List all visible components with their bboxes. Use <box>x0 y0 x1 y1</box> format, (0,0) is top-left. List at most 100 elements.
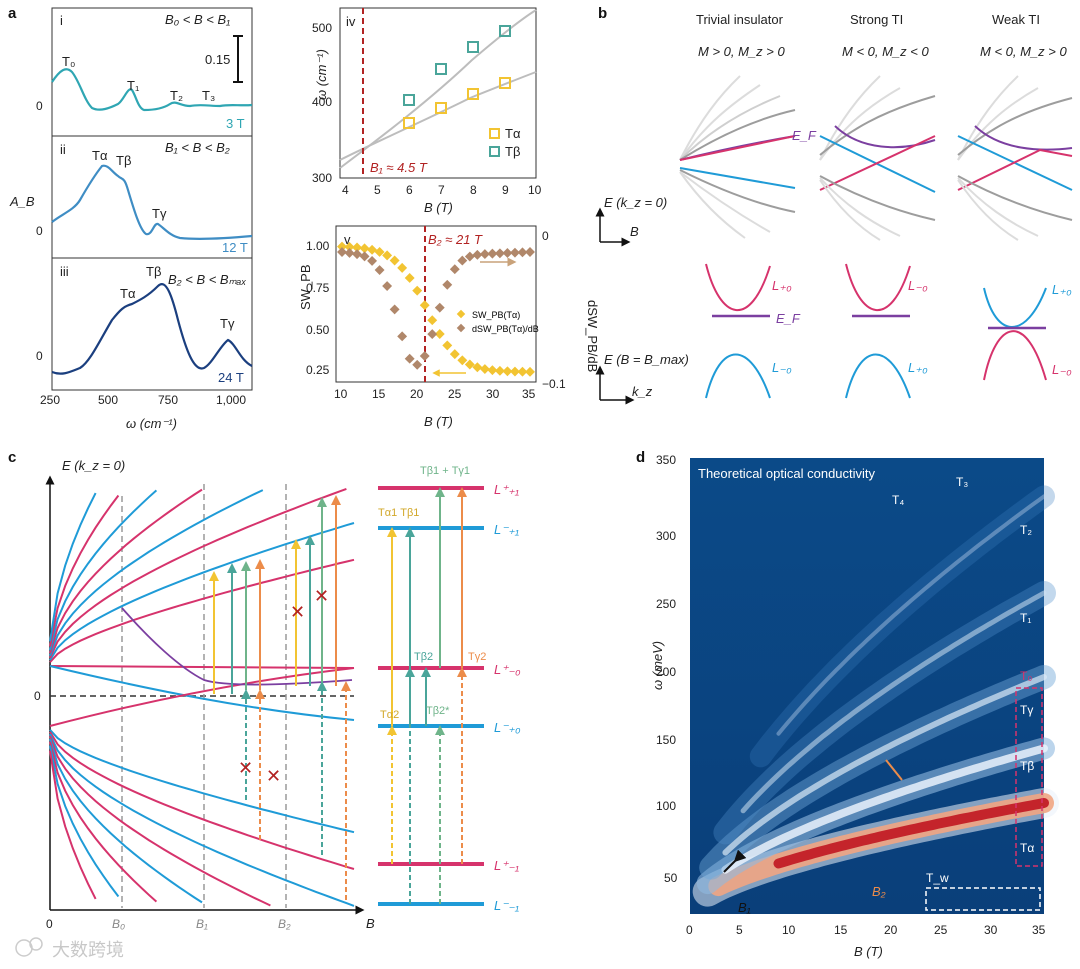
landau-level-line <box>49 667 355 727</box>
roman-iv: iv <box>346 14 356 29</box>
conductivity-band <box>722 674 1047 856</box>
sw-point <box>464 359 475 370</box>
dsw-point <box>419 351 430 361</box>
b-trivial-EF: E_F <box>776 311 801 326</box>
sw-point <box>412 285 423 296</box>
iv-annotation: B₁ ≈ 4.5 T <box>370 160 428 175</box>
level-L-1minus: L⁻₋₁ <box>494 898 519 913</box>
b-strong-Lplus: L₊₀ <box>908 360 928 375</box>
peak-T3: T₃ <box>202 88 215 103</box>
iv-xlabel: B (T) <box>424 200 453 215</box>
dsw-point <box>404 353 415 364</box>
panel-c-landau-fan <box>49 487 355 907</box>
level-L+1plus: L⁺₊₁ <box>494 482 519 497</box>
iv-tb-point <box>467 41 479 53</box>
field-12T: 12 T <box>222 240 248 255</box>
c-xtick-0: 0 <box>46 917 53 931</box>
d-xlabel: B (T) <box>854 944 883 959</box>
d-ytick-250: 250 <box>656 597 676 611</box>
iv-xtick-5: 5 <box>374 183 381 197</box>
v-xtick-10: 10 <box>334 387 348 401</box>
d-label-T1: T₁ <box>1020 611 1031 625</box>
level-L+0minus: L⁻₊₀ <box>494 720 521 735</box>
landau-level-line <box>49 745 120 898</box>
sw-point <box>389 255 400 266</box>
d-xtick-5: 5 <box>736 923 743 937</box>
panel-b-weak-dispersion: L₊₀ L₋₀ <box>983 282 1072 381</box>
panel-c-axes: E (k_z = 0) B 0 0 B₀ B₁ B₂ <box>34 458 375 931</box>
landau-level-line <box>49 733 355 907</box>
roman-v: v <box>344 232 351 247</box>
dsw-point <box>434 302 445 313</box>
forbidden-cross: ✕ <box>238 758 253 778</box>
dsw-point <box>449 264 460 275</box>
legend-tb-swatch <box>489 146 500 157</box>
v-y2label: dSW_PB/dB <box>585 300 600 372</box>
sw-point <box>374 247 385 257</box>
dsw-point <box>389 304 400 315</box>
ylabel-AB: A_B <box>9 194 35 209</box>
roman-ii: ii <box>60 142 66 157</box>
dsw-point <box>525 247 535 257</box>
xtick-500: 500 <box>98 393 118 407</box>
d-ytick-350: 350 <box>656 453 676 467</box>
subpanel-i: i B₀ < B < B₁ 0.15 T₀ T₁ T₂ T₃ 3 T 0 <box>36 7 253 137</box>
iv-tb-point <box>403 94 415 106</box>
iv-xtick-7: 7 <box>438 183 445 197</box>
v-ytick-075: 0.75 <box>306 281 330 295</box>
landau-level-line <box>49 741 158 903</box>
condition-ii: B₁ < B < B₂ <box>165 140 230 155</box>
dsw-point <box>412 359 423 370</box>
xtick-750: 750 <box>158 393 178 407</box>
landau-level-line <box>49 522 355 661</box>
peak-T0: T₀ <box>62 54 75 69</box>
conductivity-band <box>721 744 1048 874</box>
landau-level-line <box>49 488 203 654</box>
d-xtick-35: 35 <box>1032 923 1046 937</box>
iv-ytick-500: 500 <box>312 21 332 35</box>
field-24T: 24 T <box>218 370 244 385</box>
panel-b-trivial-dispersion: L₊₀ E_F L₋₀ <box>705 263 801 399</box>
subpanel-ii: ii B₁ < B < B₂ Tα Tβ Tγ 12 T 0 A_B <box>9 135 253 259</box>
legend-sw: SW_PB(Tα) <box>472 310 520 320</box>
iv-xtick-4: 4 <box>342 183 349 197</box>
landau-level-line <box>49 665 355 721</box>
sw-point <box>502 366 513 377</box>
conductivity-band <box>740 590 1047 814</box>
b-strong-Lminus: L₋₀ <box>908 278 928 293</box>
col-title-weak: Weak TI <box>992 12 1040 27</box>
landau-level-line <box>49 750 97 900</box>
d-ytick-200: 200 <box>656 665 676 679</box>
landau-level-line <box>49 729 355 834</box>
landau-level-line <box>49 735 271 907</box>
v-ytick-1: 1.00 <box>306 239 330 253</box>
forbidden-cross: ✕ <box>266 766 281 786</box>
sw-point <box>352 242 362 253</box>
col-cond-strong: M < 0, M_z < 0 <box>842 44 929 59</box>
panel-b-strong-fan <box>819 75 936 241</box>
peak-Tb-ii: Tβ <box>116 153 131 168</box>
v-ytick-025: 0.25 <box>306 363 330 377</box>
landau-level-line <box>49 558 355 663</box>
panel-c-levels: L⁺₊₁ L⁻₊₁ L⁺₋₀ L⁻₊₀ L⁺₋₁ L⁻₋₁ Tβ1 + Tγ1 … <box>378 465 521 913</box>
xtick-1000: 1,000 <box>216 393 246 407</box>
peak-Tb-iii: Tβ <box>146 264 161 279</box>
dsw-point <box>464 251 475 262</box>
landau-level-line <box>49 738 203 904</box>
trans-label-a2: Tα2 <box>380 709 399 721</box>
sw-point <box>367 244 378 255</box>
panel-b-trivial-fan: E_F <box>679 75 817 239</box>
dsw-point <box>502 248 513 258</box>
c-zero: 0 <box>34 689 41 703</box>
level-L-1plus: L⁺₋₁ <box>494 858 519 873</box>
d-ytick-50: 50 <box>664 871 678 885</box>
v-annotation: B₂ ≈ 21 T <box>428 232 483 247</box>
scale-bar-label: 0.15 <box>205 52 230 67</box>
panel-b-bottom-axis: E (B = B_max) k_z <box>595 352 689 405</box>
trans-label-top: Tβ1 + Tγ1 <box>420 465 470 477</box>
trans-label-a1b1: Tα1 Tβ1 <box>378 507 419 519</box>
peak-Ta-iii: Tα <box>120 286 136 301</box>
subpanel-iv: iv Tα Tβ B₁ ≈ 4.5 T 300 400 500 4 5 6 7 … <box>312 7 542 215</box>
sw-point <box>457 355 468 366</box>
panel-letter-a: a <box>8 5 17 22</box>
